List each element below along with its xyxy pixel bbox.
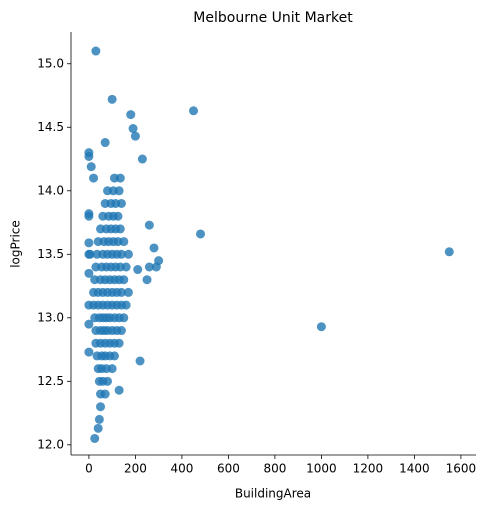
x-tick-label: 600 <box>217 462 240 476</box>
y-tick-label: 14.0 <box>37 183 64 197</box>
point <box>93 423 103 433</box>
point <box>128 124 138 134</box>
point <box>94 414 104 424</box>
point <box>114 385 124 395</box>
point <box>84 238 94 248</box>
point <box>100 138 110 148</box>
point <box>107 364 117 374</box>
point <box>114 186 124 196</box>
point <box>121 300 131 310</box>
point <box>123 249 133 259</box>
point <box>91 46 101 56</box>
y-tick-label: 13.0 <box>37 310 64 324</box>
point <box>116 198 126 208</box>
point <box>444 247 454 257</box>
y-axis-label: logPrice <box>9 220 23 268</box>
x-tick-label: 0 <box>85 462 93 476</box>
y-tick-label: 14.5 <box>37 120 64 134</box>
x-tick-label: 800 <box>263 462 286 476</box>
point <box>84 300 94 310</box>
point <box>133 265 143 275</box>
point <box>84 151 94 161</box>
point <box>84 268 94 278</box>
point <box>109 351 119 361</box>
y-tick-label: 12.0 <box>37 437 64 451</box>
point <box>195 229 205 239</box>
point <box>113 211 123 221</box>
point <box>119 313 129 323</box>
point <box>135 356 145 366</box>
point <box>151 262 161 272</box>
x-tick-label: 200 <box>124 462 147 476</box>
point <box>84 347 94 357</box>
point <box>144 220 154 230</box>
point <box>142 275 152 285</box>
point <box>84 319 94 329</box>
y-tick-label: 13.5 <box>37 247 64 261</box>
point <box>119 237 129 247</box>
x-tick-label: 1200 <box>353 462 384 476</box>
y-tick-label: 15.0 <box>37 56 64 70</box>
point <box>121 262 131 272</box>
y-tick-label: 12.5 <box>37 374 64 388</box>
chart-title: Melbourne Unit Market <box>193 10 353 26</box>
point <box>96 402 106 412</box>
x-tick-label: 400 <box>170 462 193 476</box>
point <box>116 249 126 259</box>
point <box>89 173 99 183</box>
point <box>90 433 100 443</box>
point <box>114 338 124 348</box>
point <box>189 106 199 116</box>
point <box>103 376 113 386</box>
x-tick-label: 1000 <box>306 462 337 476</box>
point <box>123 287 133 297</box>
point <box>116 326 126 336</box>
point <box>115 224 125 234</box>
point <box>126 110 136 120</box>
point <box>144 262 154 272</box>
points <box>84 46 454 443</box>
point <box>86 162 96 172</box>
point <box>130 131 140 141</box>
x-tick-label: 1600 <box>446 462 477 476</box>
point <box>100 389 110 399</box>
x-axis-label: BuildingArea <box>235 487 311 501</box>
point <box>116 287 126 297</box>
point <box>137 154 147 164</box>
point <box>119 275 129 285</box>
point <box>84 209 94 219</box>
x-tick-label: 1400 <box>399 462 430 476</box>
point <box>115 173 125 183</box>
point <box>316 322 326 332</box>
point <box>107 94 117 104</box>
point <box>149 243 159 253</box>
point <box>85 249 95 259</box>
